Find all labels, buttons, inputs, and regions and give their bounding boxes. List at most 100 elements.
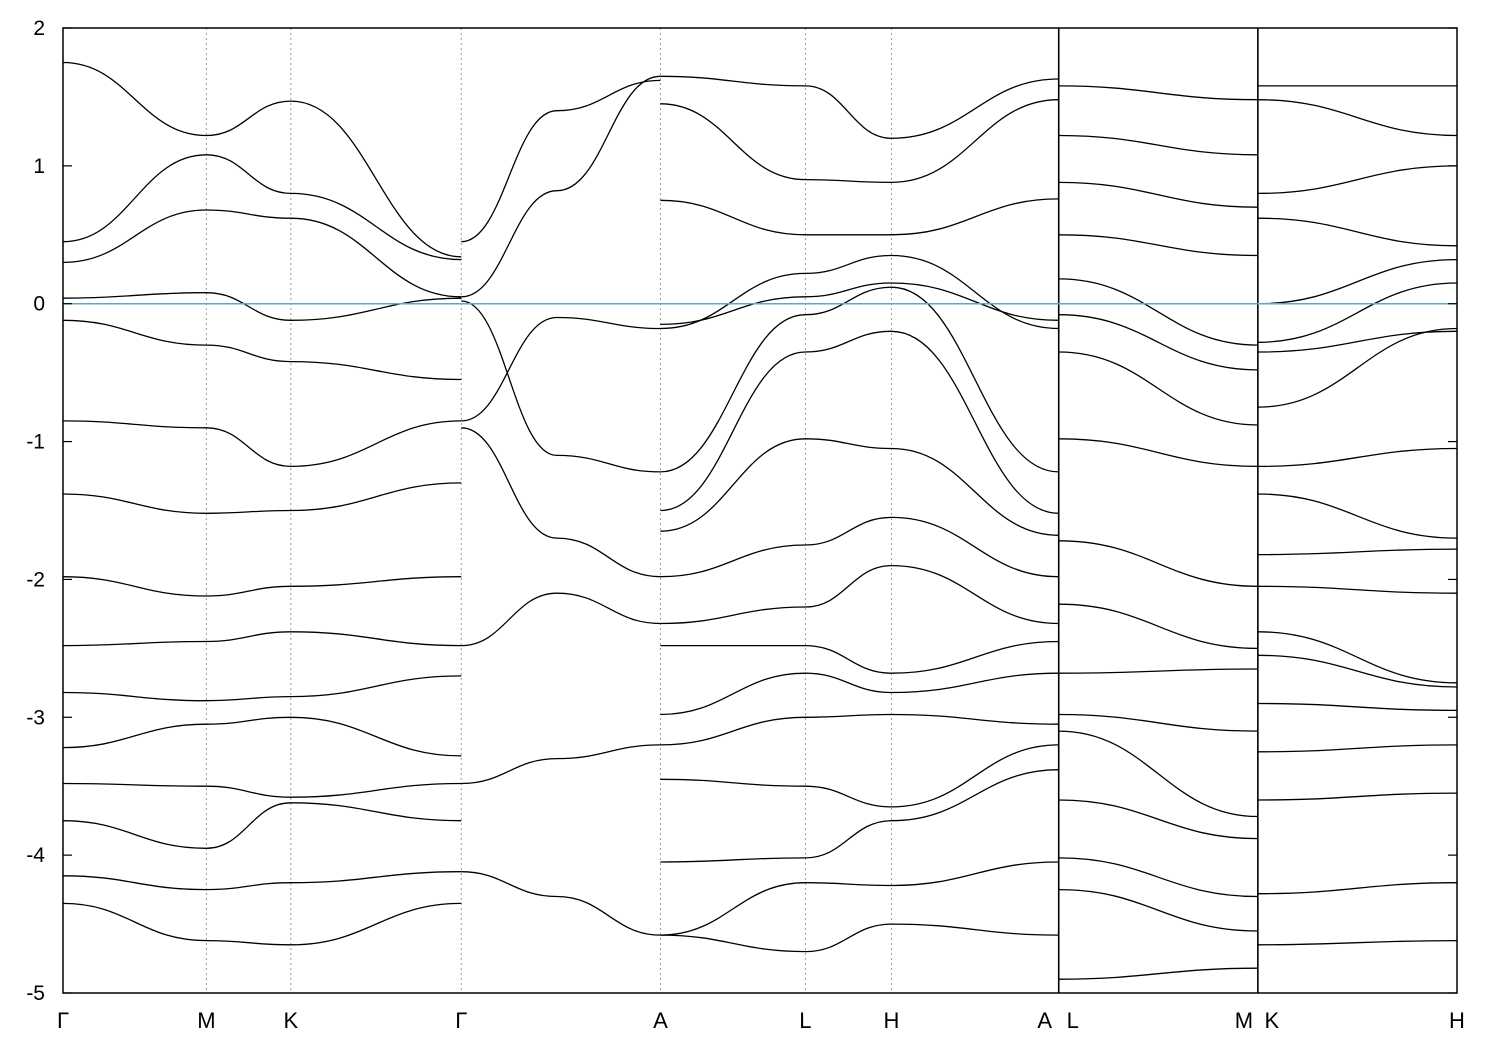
x-tick-label: L	[799, 1008, 811, 1033]
band-line-54	[1058, 799, 1258, 840]
band-line-72	[1257, 702, 1457, 712]
band-line-64	[1257, 330, 1457, 353]
band-line-41	[1058, 85, 1258, 101]
band-line-35	[660, 672, 1059, 716]
band-line-34	[660, 640, 1059, 674]
band-line-62	[1257, 258, 1457, 305]
x-tick-label: A	[653, 1008, 668, 1033]
band-line-38	[660, 769, 1059, 863]
band-line-29	[660, 286, 1059, 473]
x-tick-label: K	[1265, 1008, 1280, 1033]
band-line-21	[461, 592, 661, 647]
band-line-22	[461, 744, 661, 785]
band-line-6	[63, 420, 462, 468]
band-line-24	[660, 75, 1059, 139]
band-line-43	[1058, 181, 1258, 208]
band-line-68	[1257, 548, 1457, 556]
y-tick-label: 2	[33, 17, 45, 40]
y-tick-label: 1	[33, 155, 45, 178]
band-line-42	[1058, 134, 1258, 156]
band-lines	[63, 61, 1457, 980]
x-tick-label: Γ	[455, 1008, 467, 1033]
band-line-61	[1257, 217, 1457, 247]
band-line-32	[660, 516, 1059, 578]
band-line-31	[660, 438, 1059, 536]
x-tick-label: L	[1067, 1008, 1079, 1033]
band-line-69	[1257, 585, 1457, 594]
band-line-46	[1058, 314, 1258, 371]
band-line-10	[63, 675, 462, 702]
band-line-8	[63, 576, 462, 597]
plot-frame	[62, 27, 1458, 994]
band-line-5	[63, 319, 462, 381]
band-line-1	[63, 61, 462, 258]
x-tick-label: H	[883, 1008, 899, 1033]
band-line-9	[63, 631, 462, 647]
band-line-19	[461, 300, 661, 473]
band-line-12	[63, 782, 462, 798]
band-line-2	[63, 154, 462, 261]
band-line-55	[1058, 857, 1258, 898]
y-tick-label: -1	[26, 431, 45, 454]
band-line-11	[63, 716, 462, 757]
band-line-49	[1058, 540, 1258, 587]
band-line-36	[660, 713, 1059, 746]
band-line-53	[1058, 730, 1258, 818]
band-line-26	[660, 198, 1059, 236]
y-tick-label: -2	[26, 568, 45, 591]
band-line-13	[63, 802, 462, 849]
band-line-28	[660, 282, 1059, 326]
band-line-76	[1257, 939, 1457, 946]
band-line-23	[461, 871, 661, 936]
band-line-75	[1257, 882, 1457, 895]
band-line-44	[1058, 234, 1258, 257]
band-line-47	[1058, 351, 1258, 426]
high-symmetry-gridlines	[205, 28, 1259, 993]
band-line-66	[1257, 447, 1457, 468]
y-tick-label: -3	[26, 706, 45, 729]
band-line-52	[1058, 713, 1258, 732]
band-line-70	[1257, 631, 1457, 684]
band-line-48	[1058, 438, 1258, 468]
band-line-59	[1257, 99, 1457, 137]
band-line-4	[63, 292, 462, 321]
band-line-56	[1058, 888, 1258, 932]
x-tick-label: A	[1037, 1008, 1052, 1033]
x-tick-label: M	[1235, 1008, 1253, 1033]
y-tick-label: -5	[26, 982, 45, 1005]
band-line-15	[63, 902, 462, 946]
x-tick-label: K	[283, 1008, 298, 1033]
band-line-73	[1257, 744, 1457, 753]
band-line-3	[63, 209, 462, 298]
band-line-40	[660, 923, 1059, 953]
band-line-39	[660, 861, 1059, 936]
band-line-16	[461, 75, 661, 298]
y-axis-ticks: 2 1 0 -1 -2 -3 -4 -5	[26, 17, 1457, 1005]
y-tick-label: 0	[33, 293, 45, 316]
band-line-27	[660, 254, 1059, 330]
x-tick-label: M	[197, 1008, 215, 1033]
plot-border	[62, 27, 1458, 994]
band-line-25	[660, 99, 1059, 184]
band-line-63	[1257, 282, 1457, 343]
band-line-50	[1058, 603, 1258, 650]
band-line-45	[1058, 278, 1258, 346]
band-line-18	[461, 316, 661, 422]
y-tick-label: -4	[26, 844, 45, 867]
x-tick-label: Γ	[57, 1008, 69, 1033]
band-line-20	[461, 427, 661, 578]
band-line-7	[63, 482, 462, 514]
band-line-74	[1257, 792, 1457, 801]
band-line-51	[1058, 668, 1258, 674]
x-tick-label: H	[1449, 1008, 1465, 1033]
band-line-37	[660, 744, 1059, 808]
band-line-33	[660, 564, 1059, 625]
band-line-71	[1257, 654, 1457, 688]
band-line-65	[1257, 327, 1457, 408]
band-line-14	[63, 871, 462, 891]
band-line-60	[1257, 165, 1457, 195]
band-line-17	[461, 79, 661, 243]
